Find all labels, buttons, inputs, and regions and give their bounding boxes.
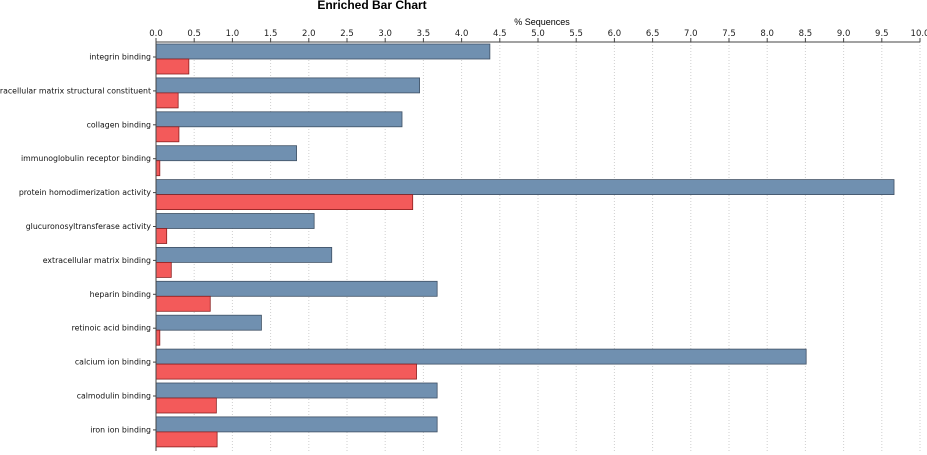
x-tick-label-11: 5.5 <box>569 29 583 39</box>
category-label-10: calmodulin binding <box>77 392 151 401</box>
bar-series2-row-11 <box>155 431 218 448</box>
bar-series1-row-7 <box>155 280 438 297</box>
axis-layer <box>153 38 921 451</box>
x-tick-label-5: 2.5 <box>340 29 354 39</box>
category-label-0: integrin binding <box>89 53 151 62</box>
category-label-3: immunoglobulin receptor binding <box>21 154 151 163</box>
category-label-9: calcium ion binding <box>75 358 151 367</box>
bar-series2-row-8 <box>155 329 161 346</box>
x-tick-label-3: 1.5 <box>264 29 278 39</box>
x-tick-label-15: 7.5 <box>722 29 736 39</box>
category-label-1: extracellular matrix structural constitu… <box>0 86 151 95</box>
bar-series2-row-5 <box>155 228 168 244</box>
bar-series2-row-4 <box>155 194 414 211</box>
bar-series2-row-9 <box>155 363 417 380</box>
bar-series2-row-10 <box>155 397 217 414</box>
bar-series1-row-9 <box>155 348 807 365</box>
bar-series1-row-4 <box>155 179 895 196</box>
bar-series1-row-3 <box>155 145 297 162</box>
category-label-4: protein homodimerization activity <box>19 188 152 197</box>
x-tick-label-19: 9.5 <box>875 29 889 39</box>
x-tick-label-16: 8.0 <box>760 29 774 39</box>
x-tick-label-20: 10.0 <box>911 29 927 39</box>
bar-series2-row-6 <box>155 261 172 278</box>
grid-layer <box>193 42 921 451</box>
bar-series1-row-10 <box>155 382 438 399</box>
bar-series1-row-0 <box>155 43 491 60</box>
x-axis-label: % Sequences <box>514 17 570 27</box>
category-label-2: collagen binding <box>87 120 151 129</box>
category-label-6: extracellular matrix binding <box>43 256 151 265</box>
bar-series1-row-1 <box>155 77 420 94</box>
bar-series1-row-5 <box>155 213 315 229</box>
x-tick-label-18: 9.0 <box>837 29 851 39</box>
bar-layer <box>155 43 895 448</box>
bar-series1-row-2 <box>155 111 403 128</box>
x-tick-label-14: 7.0 <box>684 29 698 39</box>
x-tick-label-6: 3.0 <box>378 29 392 39</box>
bar-series1-row-11 <box>155 416 438 433</box>
bar-series2-row-7 <box>155 295 211 312</box>
tick-layer: 0.0 0.5 1.0 1.5 2.0 2.5 3.0 3.5 4.0 4.5 5.0 5.5 6.0 6… <box>149 29 927 39</box>
bar-series1-row-6 <box>155 246 333 263</box>
category-label-11: iron ion binding <box>90 425 151 434</box>
category-layer: integrin binding extracellular matrix str… <box>0 53 151 435</box>
bar-series1-row-8 <box>155 314 262 331</box>
x-tick-label-17: 8.5 <box>799 29 813 39</box>
bar-series2-row-3 <box>155 160 161 177</box>
bar-series2-row-2 <box>155 126 180 143</box>
chart-title: Enriched Bar Chart <box>317 0 426 12</box>
bar-series2-row-1 <box>155 92 179 109</box>
category-label-5: glucuronosyltransferase activity <box>26 222 152 231</box>
x-tick-label-0: 0.0 <box>149 29 163 39</box>
x-tick-label-2: 1.0 <box>226 29 240 39</box>
bar-series2-row-0 <box>155 58 190 75</box>
x-tick-label-8: 4.0 <box>455 29 469 39</box>
x-tick-label-13: 6.5 <box>646 29 660 39</box>
category-label-8: retinoic acid binding <box>72 324 151 333</box>
x-tick-label-1: 0.5 <box>187 29 201 39</box>
x-tick-label-12: 6.0 <box>608 29 622 39</box>
category-label-7: heparin binding <box>90 290 151 299</box>
x-tick-label-4: 2.0 <box>302 29 316 39</box>
x-tick-label-7: 3.5 <box>417 29 431 39</box>
x-tick-label-10: 5.0 <box>531 29 545 39</box>
x-tick-label-9: 4.5 <box>493 29 507 39</box>
